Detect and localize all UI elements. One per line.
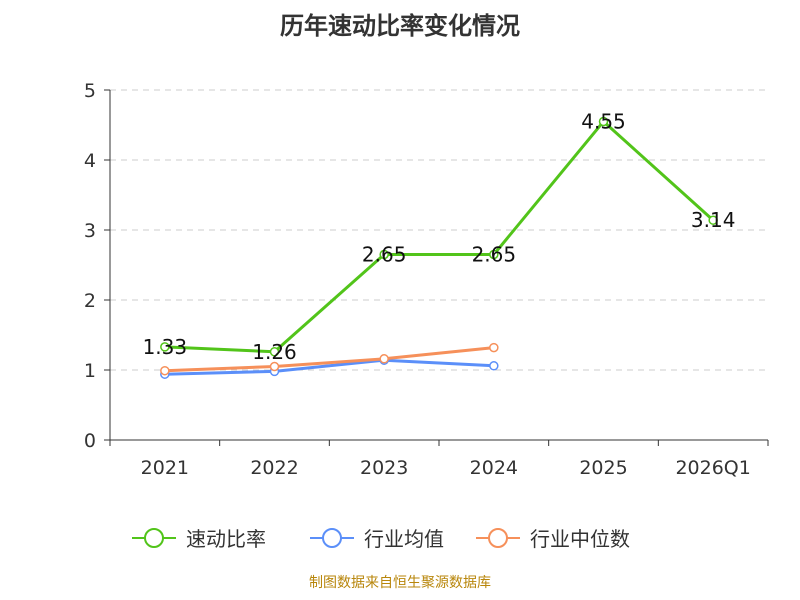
legend-marker	[322, 528, 342, 548]
data-label: 2.65	[362, 243, 407, 267]
series-lines	[160, 116, 718, 379]
data-point	[489, 342, 499, 353]
data-point	[269, 347, 280, 357]
legend: 速动比率 行业均值 行业中位数	[132, 527, 630, 551]
y-tick-label: 4	[84, 150, 96, 172]
x-tick-label: 2024	[470, 457, 518, 479]
data-point	[489, 361, 499, 371]
legend-marker	[488, 528, 508, 548]
legend-label: 行业均值	[364, 527, 444, 551]
x-tick-label: 2022	[250, 457, 298, 479]
data-point	[379, 249, 389, 260]
y-tick-label: 2	[84, 290, 96, 312]
y-tick-label: 5	[84, 80, 96, 102]
data-label: 2.65	[472, 243, 517, 267]
legend-marker	[144, 528, 164, 548]
axes: 0 1 2 3 4 5 2021 2022 2023 2024 2025 2026Q1	[84, 80, 769, 479]
data-point	[269, 361, 280, 372]
x-tick-label: 2021	[141, 457, 189, 479]
source-footer: 制图数据来自恒生聚源数据库	[309, 575, 491, 591]
legend-label: 行业中位数	[530, 527, 630, 551]
data-point	[379, 354, 389, 364]
data-point	[160, 342, 170, 352]
y-tick-label: 1	[84, 360, 96, 382]
data-point	[489, 249, 499, 260]
x-tick-label: 2026Q1	[675, 457, 750, 479]
legend-item: 行业中位数	[476, 527, 630, 551]
y-tick-label: 0	[84, 430, 96, 452]
gridlines	[110, 89, 768, 371]
y-tick-label: 3	[84, 220, 96, 242]
data-label: 1.26	[252, 340, 297, 364]
data-label: 4.55	[581, 110, 626, 134]
chart-title: 历年速动比率变化情况	[280, 12, 520, 40]
legend-item: 速动比率	[132, 527, 266, 551]
data-label: 1.33	[143, 335, 188, 359]
series-line	[164, 346, 494, 373]
series-line	[164, 120, 715, 354]
data-label: 3.14	[691, 208, 736, 232]
legend-label: 速动比率	[186, 527, 266, 551]
x-tick-label: 2023	[360, 457, 408, 479]
data-point	[160, 365, 170, 376]
data-point	[598, 116, 609, 127]
series-line	[164, 358, 494, 376]
data-labels: 1.33 1.26 2.65 2.65 4.55 3.14	[143, 110, 736, 364]
data-point	[708, 215, 718, 225]
legend-item: 行业均值	[310, 527, 444, 551]
x-tick-label: 2025	[579, 457, 627, 479]
